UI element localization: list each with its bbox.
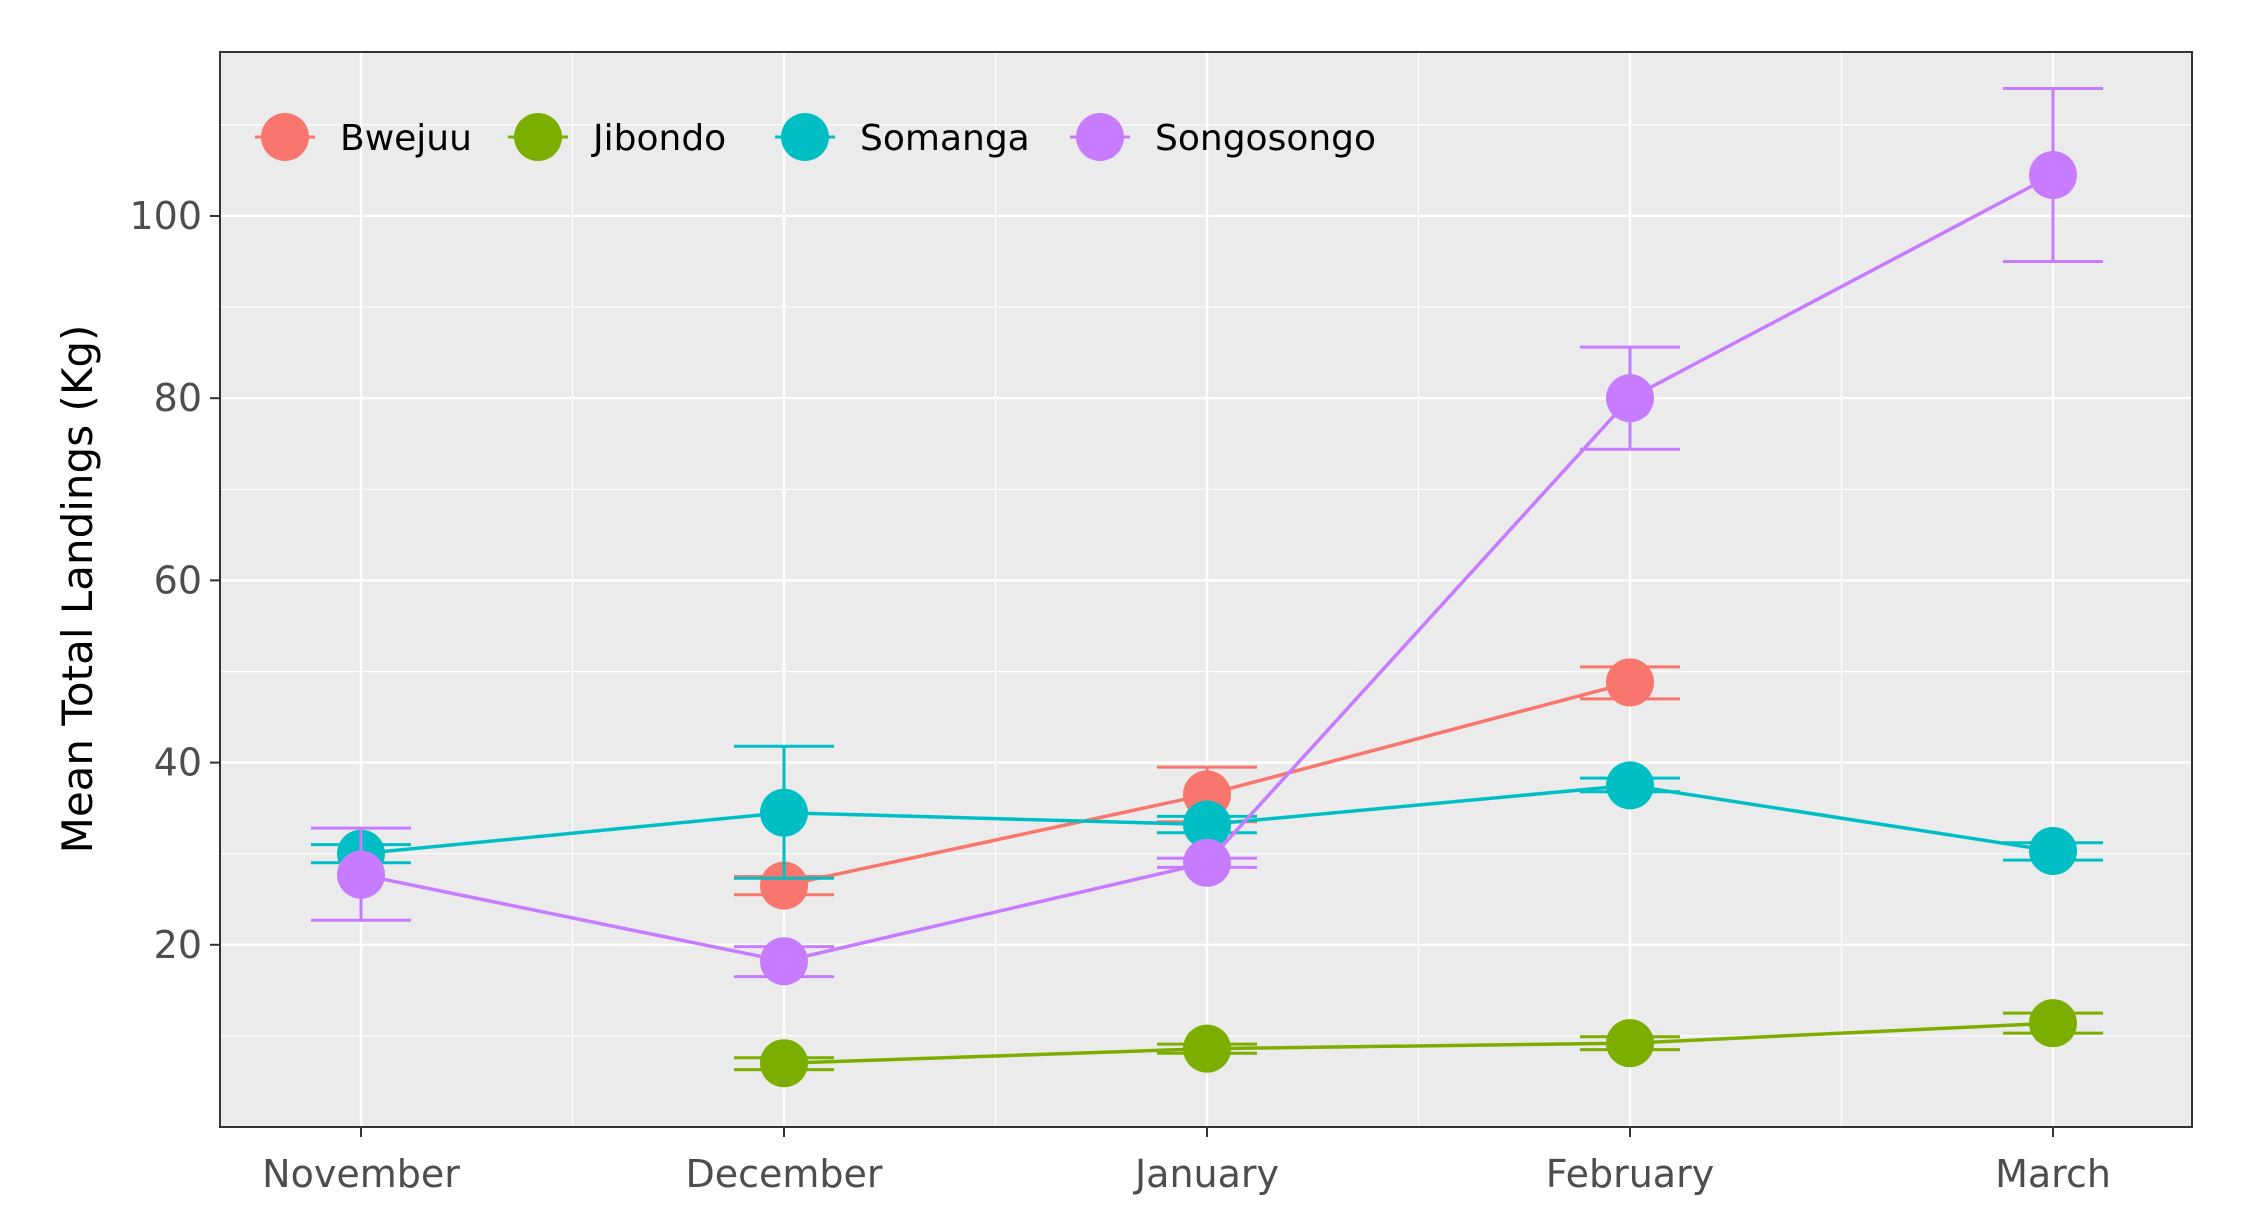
data-point [1606,658,1654,707]
axes: 20 40 60 80 100 November December January Februa… [129,194,2110,1196]
data-point [1606,1019,1654,1068]
data-point [2029,826,2077,875]
x-tick-label: November [262,1152,460,1196]
data-point [2029,150,2077,199]
series-songosongo [311,86,2103,986]
x-tick-label: January [1133,1152,1279,1196]
legend-key-point [261,113,309,161]
x-tick-label: March [1995,1152,2111,1196]
legend-key-point [781,113,829,161]
series-layer [311,86,2103,1088]
data-point [1606,761,1654,810]
legend-key-point [514,113,562,161]
data-point [2029,999,2077,1048]
y-tick-label: 40 [154,741,202,785]
legend: Bwejuu Jibondo Somanga Songosongo [255,113,1376,161]
data-point [337,850,385,899]
data-point [1183,1024,1231,1073]
y-tick-label: 80 [154,376,202,420]
data-point [760,1039,808,1088]
legend-entry: Songosongo [1070,113,1376,161]
data-point [760,788,808,837]
data-point [1606,374,1654,423]
data-point [1183,838,1231,887]
series-somanga [311,744,2103,880]
legend-entry: Somanga [775,113,1030,161]
x-tick-label: February [1546,1152,1714,1196]
series-bwejuu [734,658,1680,910]
series-line [783,1021,2054,1065]
legend-label: Songosongo [1155,118,1376,159]
y-tick-label: 60 [154,558,202,602]
data-point [760,861,808,910]
series-jibondo [734,999,2103,1088]
legend-label: Jibondo [591,118,726,159]
y-axis-title: Mean Total Landings (Kg) [53,325,102,854]
y-tick-label: 20 [154,923,202,967]
x-tick-label: December [685,1152,882,1196]
data-point [760,937,808,986]
data-point [1183,800,1231,849]
legend-label: Somanga [860,118,1030,159]
grid-lines [220,52,2192,1127]
legend-entry: Bwejuu [255,113,472,161]
y-tick-label: 100 [129,194,202,238]
legend-key-point [1076,113,1124,161]
legend-entry: Jibondo [508,113,726,161]
legend-label: Bwejuu [340,118,472,159]
